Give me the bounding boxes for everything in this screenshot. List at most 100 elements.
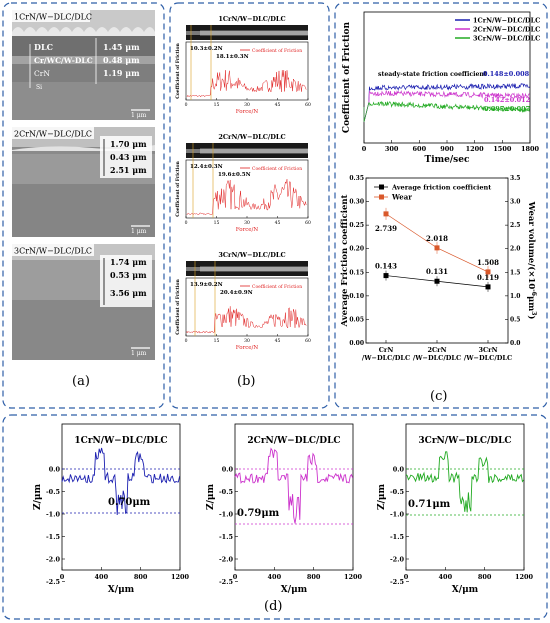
- wear-ytick-left-label: 0.20: [349, 246, 364, 253]
- panel-c: (c) Coefficient of Friction 0 300 600 900 120…: [340, 11, 540, 404]
- scratch-xtick-label: 30: [244, 102, 250, 108]
- profile-xtick-label: 1200: [171, 573, 190, 581]
- wear-ylabel-right: Wear volume/(×10-6μm3): [526, 201, 537, 320]
- profile-xtick-label: 0: [404, 573, 409, 581]
- panel-b-frame: [169, 2, 330, 409]
- wear-legend-label-wear: Wear: [391, 193, 412, 202]
- profile-axes: [234, 423, 354, 571]
- cof-time-xtick-label: 1800: [521, 145, 540, 153]
- sem-image-3-substrate: [12, 300, 155, 360]
- profile-ytick-label: -2.5: [219, 578, 233, 586]
- profile-ytick-label: -1.5: [390, 533, 404, 541]
- sem-1-thk-1: 1.45 μm: [103, 42, 140, 52]
- wear-legend-marker-wear: [379, 194, 384, 200]
- wear-ytick-left-label: 0.30: [349, 199, 364, 206]
- wear-ylabel-right-part: μm: [526, 296, 536, 311]
- scratch-ylabel: Coefficient of Friction: [175, 278, 181, 334]
- scratch-xlabel: Force/N: [236, 227, 259, 233]
- steady-state-value-3: 0.097±0.007: [484, 105, 530, 113]
- wear-ytick-left-label: 0.10: [349, 293, 364, 300]
- panel-d-label: (d): [264, 599, 282, 614]
- scratch-xtick-label: 15: [214, 102, 220, 108]
- scratch-subplot: 2CrN/W−DLC/DLC Coefficient of Friction 0 15…: [175, 133, 311, 233]
- sem-1-layer-crn: CrN: [34, 69, 50, 78]
- wear-ytick-left-label: 0.35: [349, 175, 364, 182]
- profile-ytick-label: -1.5: [46, 533, 60, 541]
- panel-b: (b) 1CrN/W−DLC/DLC Coefficient of Frictio…: [175, 15, 311, 389]
- profile-ylabel: Z/μm: [33, 484, 43, 510]
- profile-axes: [405, 423, 525, 571]
- profile-ylabel: Z/μm: [377, 484, 387, 510]
- cof-time-legend-label: 2CrN/W−DLC/DLC: [473, 26, 540, 34]
- sem-2-value-box: [100, 136, 152, 178]
- panel-c-frame: [334, 2, 548, 409]
- scratch-legend-label: Coefficient of Friction: [252, 166, 302, 172]
- sem-2-thk-1: 1.70 μm: [110, 139, 147, 149]
- sem-3-thk-1: 1.74 μm: [110, 257, 147, 267]
- cof-time-series: [363, 100, 530, 123]
- profile-ytick-label: -1.5: [219, 533, 233, 541]
- scratch-xtick-label: 15: [214, 338, 220, 344]
- cof-time-xtick-label: 1200: [466, 145, 485, 153]
- scratch-xtick-label: 60: [305, 220, 311, 226]
- profile-plot: 3CrN/W−DLC/DLC 0.0 -0.5 -1.0 -1.5 -2.0 -2.50 40…: [377, 423, 534, 595]
- sem-image-1-surface: [12, 27, 155, 36]
- scratch-xtick-label: 0: [185, 220, 188, 226]
- profile-ytick-label: -2.5: [46, 578, 60, 586]
- sem-1-layer-dlc: DLC: [34, 42, 53, 52]
- wear-ytick-left-label: 0.15: [349, 269, 364, 276]
- scratch-legend-label: Coefficient of Friction: [252, 48, 302, 54]
- scratch-xtick-label: 15: [214, 220, 220, 226]
- wear-xtick-label-line2: /W−DLC/DLC: [464, 354, 512, 362]
- profile-xtick-label: 800: [134, 573, 148, 581]
- steady-state-value-1: 0.148±0.008: [483, 70, 530, 78]
- scratch-xtick-label: 30: [244, 338, 250, 344]
- wear-value-label: 2.739: [375, 224, 397, 233]
- scratch-xtick-label: 60: [305, 338, 311, 344]
- profile-depth-label: 0.79μm: [237, 508, 280, 519]
- lc1-label: 12.4±0.3N: [190, 164, 223, 170]
- profile-ytick-label: -1.0: [46, 511, 60, 519]
- scratch-xtick-label: 30: [244, 220, 250, 226]
- profile-xtick-label: 400: [439, 573, 453, 581]
- cof-time-xtick-label: 0: [362, 145, 367, 153]
- sem-image-2-substrate: [12, 184, 155, 237]
- profile-curve: [405, 451, 524, 513]
- cof-signal: [186, 70, 307, 98]
- profile-ytick-label: -0.5: [390, 488, 404, 496]
- wear-value-label: 2.018: [426, 234, 448, 243]
- scratch-subplot: 3CrN/W−DLC/DLC Coefficient of Friction 0 15…: [175, 251, 311, 351]
- profile-title: 3CrN/W−DLC/DLC: [418, 436, 511, 446]
- wear-ytick-right-label: 3.0: [510, 199, 520, 206]
- profile-plot: 2CrN/W−DLC/DLC 0.0 -0.5 -1.0 -1.5 -2.0 -2.50 40…: [206, 423, 363, 595]
- wear-ylabel-left: Average Friction coefficient: [340, 194, 350, 327]
- profile-xtick-label: 0: [233, 573, 238, 581]
- profile-xtick-label: 800: [307, 573, 321, 581]
- scratch-xtick-label: 45: [275, 102, 281, 108]
- profile-ytick-label: -2.5: [390, 578, 404, 586]
- wear-xtick-label-line1: 3CrN: [478, 346, 497, 354]
- profile-ytick-label: 0.0: [222, 466, 234, 474]
- scratch-subplot-title: 3CrN/W−DLC/DLC: [218, 251, 285, 259]
- sem-3-thk-3: 3.56 μm: [110, 288, 147, 298]
- cof-time-series: [363, 89, 530, 123]
- profile-xlabel: X/μm: [452, 585, 479, 595]
- friction-value-label: 0.119: [477, 273, 499, 282]
- cof-time-xtick-label: 900: [440, 145, 454, 153]
- scratch-ylabel: Coefficient of Friction: [175, 160, 181, 216]
- wear-ytick-left-label: 0.05: [349, 316, 364, 323]
- sem-3-title-box: [12, 244, 94, 256]
- cof-time-legend-label: 1CrN/W−DLC/DLC: [473, 17, 540, 25]
- wear-legend-label-friction: Average friction coefficient: [391, 184, 491, 192]
- panel-d-frame: [2, 414, 548, 620]
- cof-time-series: [363, 82, 530, 123]
- profile-depth-label: 0.71μm: [408, 499, 451, 510]
- cof-signal: [186, 306, 307, 334]
- panel-c-label: (c): [430, 389, 447, 404]
- profile-ytick-label: -2.0: [219, 556, 233, 564]
- lc2-label: 18.1±0.3N: [216, 54, 249, 60]
- wear-ytick-right-label: 1.5: [510, 269, 520, 276]
- cof-time-xtick-label: 1500: [493, 145, 512, 153]
- profile-ytick-label: -0.5: [219, 488, 233, 496]
